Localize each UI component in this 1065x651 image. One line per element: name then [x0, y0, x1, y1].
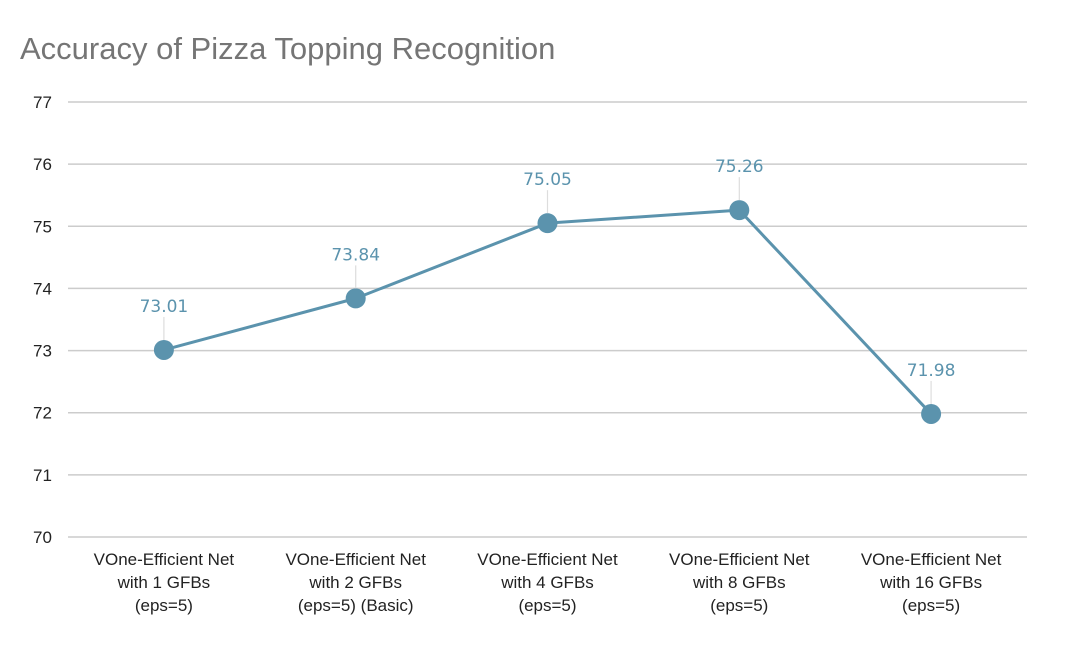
x-tick-label-line: (eps=5) [518, 596, 576, 615]
y-axis-ticks: 70 71 72 73 74 75 76 77 [33, 93, 52, 547]
y-tick-label: 75 [33, 217, 52, 236]
chart-title: Accuracy of Pizza Topping Recognition [20, 31, 555, 66]
y-tick-label: 77 [33, 93, 52, 112]
x-tick-label: VOne-Efficient Net with 16 GFBs (eps=5) [861, 550, 1002, 615]
x-tick-label-line: with 4 GFBs [500, 573, 594, 592]
x-tick-label-line: with 2 GFBs [308, 573, 402, 592]
x-tick-label-line: VOne-Efficient Net [861, 550, 1002, 569]
data-label: 73.01 [140, 297, 189, 317]
y-tick-label: 71 [33, 466, 52, 485]
y-tick-label: 76 [33, 155, 52, 174]
x-tick-label-line: with 1 GFBs [117, 573, 211, 592]
data-label: 75.26 [715, 157, 764, 177]
data-label: 75.05 [523, 170, 572, 190]
x-tick-label-line: VOne-Efficient Net [94, 550, 235, 569]
data-label: 71.98 [907, 361, 956, 381]
x-tick-label-line: VOne-Efficient Net [669, 550, 810, 569]
x-tick-label: VOne-Efficient Net with 8 GFBs (eps=5) [669, 550, 810, 615]
data-label: 73.84 [331, 245, 380, 265]
y-tick-label: 73 [33, 342, 52, 361]
data-labels: 73.01 73.84 75.05 75.26 71.98 [140, 157, 956, 404]
data-point [153, 339, 174, 360]
data-point [921, 403, 942, 424]
series-line [163, 208, 933, 415]
x-tick-label-line: (eps=5) [710, 596, 768, 615]
x-tick-label: VOne-Efficient Net with 2 GFBs (eps=5) (Ba… [285, 550, 426, 615]
x-tick-label-line: with 16 GFBs [879, 573, 982, 592]
x-tick-label: VOne-Efficient Net with 4 GFBs (eps=5) [477, 550, 618, 615]
x-tick-label-line: VOne-Efficient Net [285, 550, 426, 569]
data-point [537, 213, 558, 234]
x-tick-label-line: (eps=5) [902, 596, 960, 615]
series-accuracy [153, 200, 942, 424]
gridlines [68, 101, 1027, 538]
y-tick-label: 72 [33, 404, 52, 423]
y-tick-label: 70 [33, 528, 52, 547]
x-tick-label-line: VOne-Efficient Net [477, 550, 618, 569]
x-tick-label-line: with 8 GFBs [692, 573, 786, 592]
x-tick-label-line: (eps=5) (Basic) [298, 596, 414, 615]
x-tick-label: VOne-Efficient Net with 1 GFBs (eps=5) [94, 550, 235, 615]
y-tick-label: 74 [33, 279, 52, 298]
x-tick-label-line: (eps=5) [135, 596, 193, 615]
data-point [729, 200, 750, 221]
data-point [345, 288, 366, 309]
x-axis-ticks: VOne-Efficient Net with 1 GFBs (eps=5)VOne… [94, 550, 1002, 615]
